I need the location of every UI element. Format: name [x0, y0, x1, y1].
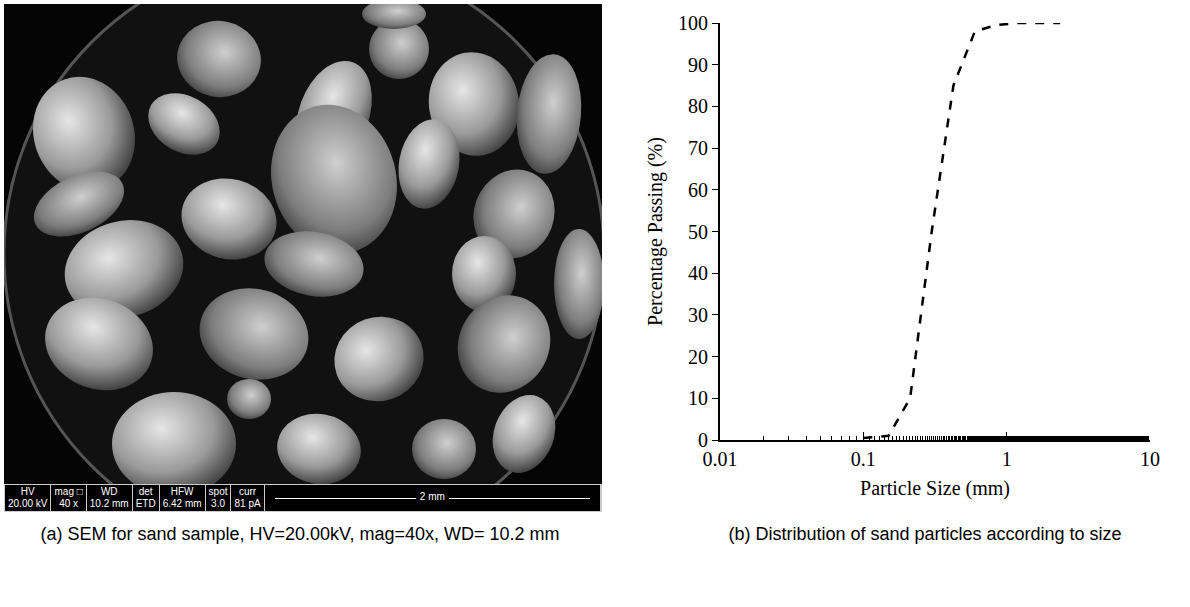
html-text:3.0: 3.0: [211, 498, 225, 509]
svg-text:50: 50: [688, 221, 708, 243]
svg-text:10: 10: [688, 387, 708, 409]
html-text:ETD: ETD: [135, 498, 156, 509]
html-text:mag □: mag □: [54, 486, 83, 497]
svg-text:100: 100: [678, 12, 708, 34]
svg-text:Particle Size (mm): Particle Size (mm): [860, 477, 1010, 500]
svg-text:80: 80: [688, 95, 708, 117]
html-text:(a) SEM for sand sample, HV=20: (a) SEM for sand sample, HV=20.00kV, mag…: [40, 524, 560, 544]
svg-text:1: 1: [1002, 448, 1012, 470]
svg-text:10: 10: [1140, 448, 1160, 470]
html-text:10.2 mm: 10.2 mm: [89, 498, 129, 509]
svg-text:90: 90: [688, 54, 708, 76]
svg-text:40: 40: [688, 262, 708, 284]
svg-text:70: 70: [688, 137, 708, 159]
html-text:HFW: HFW: [170, 486, 194, 497]
html-text:81 pA: 81 pA: [234, 498, 261, 509]
html-text:40 x: 40 x: [59, 498, 79, 509]
svg-text:30: 30: [688, 304, 708, 326]
html-text:20.00 kV: 20.00 kV: [8, 498, 48, 509]
svg-text:0.01: 0.01: [703, 448, 738, 470]
svg-text:Percentage Passing (%): Percentage Passing (%): [644, 137, 667, 326]
svg-text:20: 20: [688, 346, 708, 368]
html-text:2 mm: 2 mm: [419, 491, 445, 502]
svg-text:60: 60: [688, 179, 708, 201]
html-text:HV: HV: [20, 486, 35, 497]
html-text:6.42 mm: 6.42 mm: [162, 498, 202, 509]
svg-text:0: 0: [698, 429, 708, 451]
html-text:(b) Distribution of sand parti: (b) Distribution of sand particles accor…: [728, 524, 1122, 544]
svg-text:0.1: 0.1: [851, 448, 876, 470]
html-text:det: det: [138, 486, 153, 497]
html-text:WD: WD: [100, 486, 118, 497]
html-text:spot: spot: [208, 486, 228, 497]
html-text:curr: curr: [238, 486, 257, 497]
